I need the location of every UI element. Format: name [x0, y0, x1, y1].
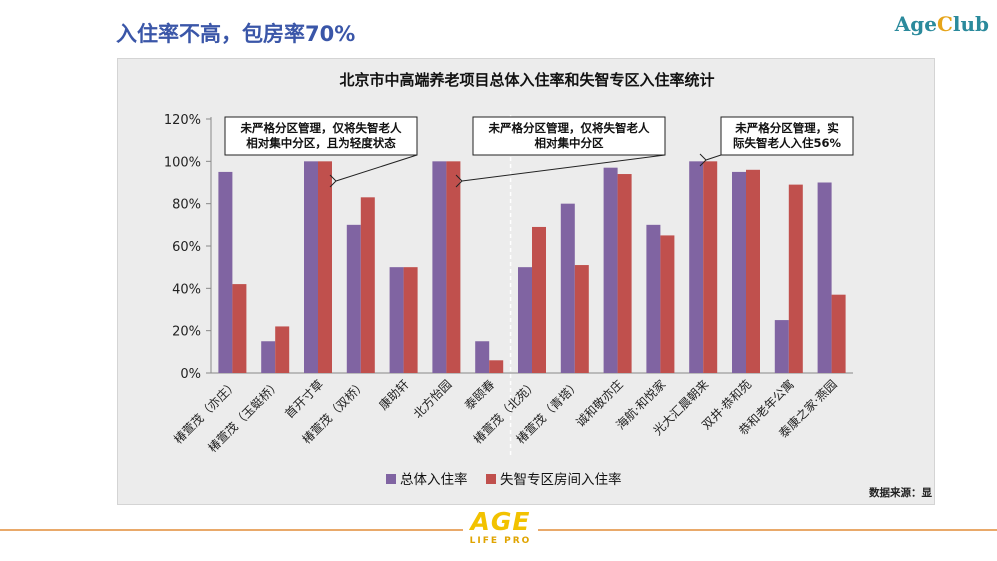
x-tick-label: 泰颐春: [462, 377, 497, 412]
bar: [574, 265, 589, 373]
bar: [746, 169, 760, 373]
slide-title: 入住率不高，包房率70%: [116, 22, 356, 46]
annotation-text: 未严格分区管理，实: [734, 121, 839, 135]
y-tick-label: 100%: [164, 155, 201, 170]
annotation-box: [224, 116, 418, 156]
bar: [603, 167, 618, 373]
chart-title: 北京市中高端养老项目总体入住率和失智专区入住率统计: [339, 71, 714, 89]
annotation-arrowhead: [455, 174, 463, 188]
data-source-note: 数据来源：显: [868, 486, 932, 499]
bar: [432, 161, 447, 373]
annotation-arrow: [461, 154, 666, 182]
ageclub-logo: AgeClub: [895, 12, 989, 36]
brand-lub: lub: [952, 12, 989, 36]
bar: [617, 174, 632, 373]
bar: [732, 171, 746, 373]
bar: [532, 226, 546, 373]
legend-swatch: [386, 474, 396, 484]
bar: [218, 171, 233, 373]
bar: [275, 326, 290, 373]
bar: [346, 224, 361, 373]
bar: [518, 267, 532, 373]
annotation-text: 未严格分区管理，仅将失智老人: [488, 121, 650, 135]
annotation-box: [720, 116, 854, 156]
y-tick-label: 0%: [180, 367, 201, 382]
bar: [318, 161, 332, 373]
bar: [232, 284, 247, 373]
annotation-text: 相对集中分区，且为轻度状态: [246, 136, 396, 150]
annotation-arrow: [335, 154, 418, 182]
bar-chart: 北京市中高端养老项目总体入住率和失智专区入住率统计 0% 20% 40% 60% 80% 1…: [164, 71, 933, 499]
bar: [788, 184, 803, 373]
annotation-arrowhead: [329, 174, 337, 188]
bar: [660, 235, 675, 373]
bar: [489, 360, 504, 373]
bar: [831, 294, 846, 373]
annotation-text: 相对集中分区: [535, 136, 604, 150]
bar: [360, 197, 375, 373]
bar: [560, 203, 575, 373]
bar: [403, 267, 418, 373]
brand-age: Age: [894, 12, 937, 36]
bar: [689, 161, 704, 373]
bar: [817, 182, 832, 373]
x-tick-label: 椿萱茂（玉蜓桥）: [206, 377, 284, 455]
legend-swatch: [486, 474, 496, 484]
annotation-text: 际失智老人入住56%: [733, 136, 842, 150]
y-tick-label: 60%: [172, 240, 201, 255]
bar: [389, 267, 404, 373]
annotation-text: 未严格分区管理，仅将失智老人: [240, 121, 402, 135]
bar: [774, 320, 789, 373]
bar: [475, 341, 490, 373]
y-tick-label: 40%: [172, 282, 201, 297]
legend-label: 总体入住率: [400, 471, 468, 488]
footer-logo-main: AGE: [470, 507, 531, 536]
bar: [446, 161, 461, 373]
bar: [304, 161, 318, 373]
footer-logo-sub: LIFE PRO: [469, 536, 532, 546]
chart-panel: 北京市中高端养老项目总体入住率和失智专区入住率统计 0% 20% 40% 60% 80% 1…: [117, 58, 935, 505]
y-tick-label: 20%: [172, 325, 201, 340]
annotation-arrow: [705, 154, 722, 161]
y-tick-label: 120%: [164, 113, 201, 128]
y-tick-label: 80%: [172, 198, 201, 213]
legend-label: 失智专区房间入住率: [500, 471, 622, 488]
bar: [703, 161, 718, 373]
bar: [261, 341, 276, 373]
brand-c: C: [936, 12, 953, 36]
x-tick-label: 康助轩: [376, 377, 412, 413]
x-tick-label: 首开寸草: [282, 377, 326, 421]
annotation-arrowhead: [699, 153, 707, 167]
age-life-pro-logo: AGE LIFE PRO: [463, 508, 538, 552]
bar: [646, 224, 661, 373]
x-tick-label: 北方怡园: [410, 377, 455, 422]
annotation-box: [472, 116, 666, 156]
